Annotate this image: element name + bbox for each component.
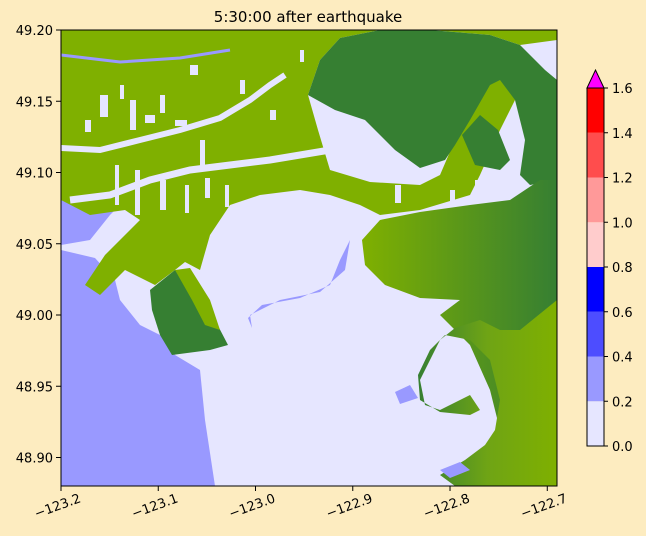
river-north-arm <box>61 72 287 154</box>
x-tick-label: −123.1 <box>130 491 180 522</box>
map-area <box>61 30 557 486</box>
plot-frame <box>60 29 558 487</box>
y-tick-label: 48.95 <box>16 380 53 395</box>
y-tick-label: 49.20 <box>16 24 53 39</box>
river-inlet <box>61 48 231 64</box>
y-tick-label: 48.90 <box>16 452 53 467</box>
inundation-bay <box>395 385 418 404</box>
chart-title: 5:30:00 after earthquake <box>214 8 402 26</box>
colorbar-tick-label: 1.4 <box>612 127 633 142</box>
colorbar-segment <box>587 132 604 178</box>
land-upland-northeast <box>462 115 510 170</box>
colorbar-tick-label: 0.4 <box>612 351 633 366</box>
colorbar-extend-arrow <box>586 68 605 89</box>
x-axis: −123.2 −123.1 −123.0 −122.9 −122.8 −122.7 <box>33 486 569 522</box>
colorbar-tick-label: 1.6 <box>612 82 633 97</box>
colorbar-segment <box>587 267 604 312</box>
land-delta <box>61 30 557 295</box>
colorbar-tick-label: 0.2 <box>612 395 633 410</box>
colorbar-segment <box>587 311 604 357</box>
colorbar-segment <box>587 356 604 402</box>
x-tick-label: −123.2 <box>33 491 83 522</box>
colorbar-segment <box>587 222 604 267</box>
x-tick-label: −122.9 <box>324 491 374 522</box>
colorbar-segment <box>587 401 604 446</box>
x-tick-label: −122.8 <box>422 491 472 522</box>
y-tick-label: 49.00 <box>16 309 53 324</box>
y-tick-label: 49.10 <box>16 167 53 182</box>
colorbar-segment <box>587 177 604 223</box>
colorbar-segment <box>587 88 604 133</box>
colorbar-tick-label: 1.0 <box>612 216 633 231</box>
land-peninsula-low <box>175 268 220 330</box>
colorbar-tick-label: 0.0 <box>612 440 633 455</box>
x-tick-label: −122.7 <box>519 491 569 522</box>
y-tick-label: 49.05 <box>16 238 53 253</box>
land-peninsula <box>150 270 228 355</box>
land-upland-north <box>308 30 557 185</box>
colorbar-tick-label: 1.2 <box>612 172 633 187</box>
delta-speckle <box>85 50 479 215</box>
x-tick-label: −123.0 <box>227 491 277 522</box>
inundation-se <box>440 462 470 478</box>
y-axis: 48.90 48.95 49.00 49.05 49.10 49.15 49.20 <box>16 24 61 467</box>
inundation-mid <box>248 240 350 328</box>
land-southeast <box>418 300 557 486</box>
inundation-west <box>61 135 215 486</box>
colorbar-tick-label: 0.8 <box>612 261 633 276</box>
colorbar-tick-label: 0.6 <box>612 306 633 321</box>
colorbar: 0.0 0.2 0.4 0.6 0.8 1.0 1.2 1.4 1.6 <box>586 68 633 455</box>
y-tick-label: 49.15 <box>16 95 53 110</box>
